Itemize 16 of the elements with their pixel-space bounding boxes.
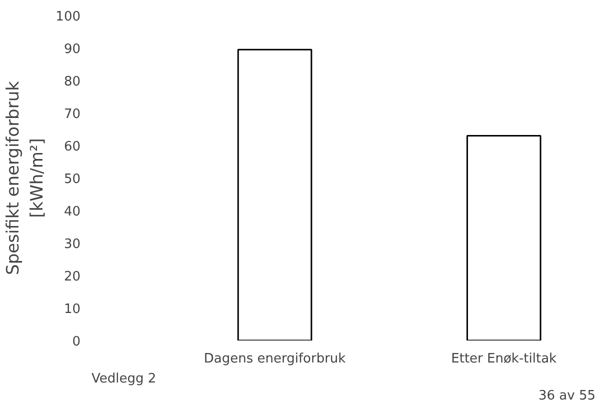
y-tick-label: 70 [64,107,81,122]
y-tick-label: 60 [64,140,81,154]
y-tick-label: 0 [72,334,81,350]
y-tick-label: 30 [64,237,81,252]
text: Vedlegg 2 [92,372,156,386]
y-axis-title: Spesifikt energiforbruk [kWh/m²] [4,80,48,275]
y-tick-label: 20 [64,270,81,284]
x-tick-label: Dagens energiforbruk [204,352,346,366]
y-tick-label: 90 [64,42,81,57]
text: 36 av 55 [538,388,596,403]
x-tick-label: Etter Enøk-tiltak [451,352,558,366]
y-tick-label: 50 [64,172,81,187]
y-tick-label: 10 [64,302,81,317]
y-tick-label: 40 [64,204,81,220]
y-tick-label: 80 [64,74,81,90]
y-tick-label: 100 [56,10,81,24]
